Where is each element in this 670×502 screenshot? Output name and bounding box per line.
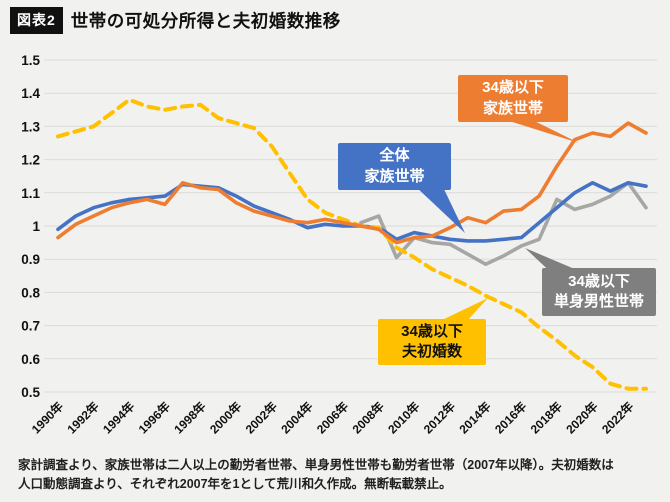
figure-header: 図表2 世帯の可処分所得と夫初婚数推移: [10, 7, 341, 34]
x-tick-label: 2008年: [349, 399, 387, 437]
x-tick-label: 1992年: [64, 399, 102, 437]
series-label-line: 単身男性世帯: [553, 293, 644, 310]
y-tick-label: 0.5: [21, 385, 40, 400]
figure-number-badge: 図表2: [10, 7, 63, 34]
series-label-overall-family: 全体 家族世帯: [338, 143, 451, 190]
series-label-line: 34歳以下: [568, 272, 630, 290]
x-tick-label: 1996年: [135, 399, 173, 437]
series-label-line: 家族世帯: [364, 167, 425, 185]
series-label-line: 夫初婚数: [401, 343, 462, 360]
x-tick-label: 2016年: [491, 399, 529, 437]
x-tick-label: 2020年: [563, 399, 601, 437]
x-tick-label: 2000年: [206, 399, 244, 437]
y-tick-label: 0.9: [21, 252, 40, 267]
series-label-line: 34歳以下: [401, 322, 463, 340]
x-tick-label: 2002年: [242, 399, 280, 437]
series-line: [56, 121, 648, 245]
x-tick-label: 2012年: [420, 399, 458, 437]
series-line: [56, 181, 648, 243]
source-note-line2: 人口動態調査より、それぞれ2007年を1として荒川和久作成。無断転載禁止。: [18, 476, 452, 491]
y-tick-label: 1.4: [21, 86, 40, 101]
y-tick-label: 0.8: [21, 285, 40, 300]
page-title: 世帯の可処分所得と夫初婚数推移: [70, 11, 341, 31]
series-label-under34-single-men: 34歳以下 単身男性世帯: [542, 268, 656, 316]
x-tick-label: 2018年: [527, 399, 565, 437]
series-label-line: 家族世帯: [482, 99, 543, 117]
series-label-line: 34歳以下: [482, 79, 544, 97]
y-tick-label: 1.5: [21, 53, 40, 68]
series-line: [359, 181, 648, 267]
y-tick-label: 0.7: [21, 319, 40, 334]
x-tick-label: 2010年: [385, 399, 423, 437]
y-tick-label: 1.2: [21, 153, 40, 168]
x-tick-label: 2022年: [598, 399, 636, 437]
series-label-under34-first-marriages: 34歳以下 夫初婚数: [378, 319, 486, 365]
source-note: 家計調査より、家族世帯は二人以上の勤労者世帯、単身男性世帯も勤労者世帯（2007…: [18, 456, 658, 494]
series-line: [56, 97, 648, 391]
y-tick-label: 1.3: [21, 119, 40, 134]
y-tick-label: 0.6: [21, 352, 40, 367]
series-label-line: 全体: [379, 147, 410, 165]
x-tick-label: 2004年: [278, 399, 316, 437]
x-tick-label: 1998年: [171, 399, 209, 437]
series-label-under34-family: 34歳以下 家族世帯: [458, 75, 568, 122]
x-tick-label: 2014年: [456, 399, 494, 437]
y-tick-label: 1.1: [21, 186, 40, 201]
y-tick-label: 1: [32, 219, 40, 234]
x-tick-label: 1994年: [99, 399, 137, 437]
x-tick-label: 1990年: [28, 399, 66, 437]
x-tick-label: 2006年: [313, 399, 351, 437]
source-note-line1: 家計調査より、家族世帯は二人以上の勤労者世帯、単身男性世帯も勤労者世帯（2007…: [18, 458, 614, 472]
